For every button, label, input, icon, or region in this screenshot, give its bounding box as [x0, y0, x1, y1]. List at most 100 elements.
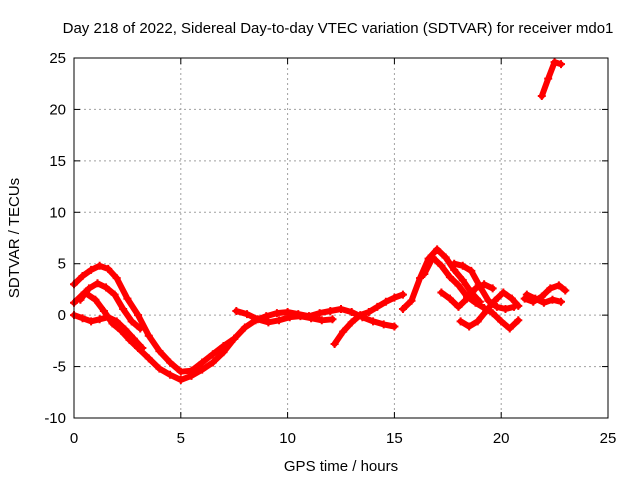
data-point [428, 253, 437, 262]
data-point [87, 265, 96, 274]
data-point [243, 310, 252, 319]
chart-title: Day 218 of 2022, Sidereal Day-to-day VTE… [63, 20, 614, 37]
data-point [317, 316, 326, 325]
data-point [356, 311, 365, 320]
data-point [127, 317, 136, 326]
series-track-n [538, 59, 564, 100]
data-point [95, 261, 104, 270]
data-point [110, 290, 119, 299]
y-tick-label: 10 [49, 204, 66, 221]
data-point [112, 317, 121, 326]
data-point [458, 276, 467, 285]
data-point [87, 317, 96, 326]
data-point [272, 309, 281, 318]
data-point [381, 297, 390, 306]
series-track-e [233, 308, 336, 326]
y-tick-label: -5 [53, 359, 66, 376]
y-tick-label: 0 [58, 307, 66, 324]
data-point [507, 294, 516, 303]
data-point [505, 324, 514, 333]
grid-lines [74, 58, 608, 418]
data-point [91, 295, 100, 304]
data-point [557, 297, 566, 306]
data-point [554, 281, 563, 290]
data-point [482, 307, 491, 316]
data-point [264, 318, 273, 327]
data-point [544, 74, 553, 83]
data-point [347, 308, 356, 317]
data-point [420, 270, 429, 278]
data-point [407, 296, 416, 305]
data-point [240, 323, 249, 332]
y-tick-label: 15 [49, 153, 66, 170]
x-tick-label: 10 [279, 430, 296, 447]
x-axis-label: GPS time / hours [284, 458, 398, 475]
series-track-h [421, 254, 522, 332]
data-point [208, 358, 217, 367]
data-point [275, 316, 284, 325]
data-point [390, 322, 399, 331]
data-point [561, 286, 570, 295]
data-point [398, 290, 407, 299]
data-point [537, 92, 546, 101]
data-point [219, 342, 228, 350]
data-point [95, 315, 104, 324]
data-point [315, 309, 324, 318]
data-point [76, 295, 85, 304]
data-point [230, 334, 239, 343]
data-point [93, 279, 102, 288]
data-point [492, 302, 501, 311]
data-point [454, 281, 463, 290]
data-series [70, 58, 570, 384]
data-point [501, 304, 510, 313]
data-point [339, 327, 348, 336]
data-point [456, 317, 465, 326]
data-point [539, 298, 548, 307]
data-point [84, 284, 93, 293]
data-point [445, 273, 454, 282]
data-point [548, 295, 557, 304]
data-point [328, 315, 337, 324]
series-track-g [399, 246, 483, 312]
data-point [78, 314, 87, 323]
data-point [138, 344, 147, 353]
data-point [104, 264, 113, 273]
data-point [369, 317, 378, 326]
data-point [187, 366, 196, 375]
y-tick-label: 5 [58, 256, 66, 273]
data-point [347, 318, 356, 327]
data-point [102, 283, 111, 292]
data-point [465, 322, 474, 331]
data-point [441, 253, 450, 262]
data-point [326, 307, 335, 316]
data-point [364, 308, 373, 317]
data-point [232, 307, 241, 316]
data-point [546, 284, 555, 293]
data-point [471, 298, 480, 307]
data-point [155, 347, 164, 356]
x-tick-label: 20 [493, 430, 510, 447]
data-point [121, 325, 130, 334]
data-point [176, 367, 185, 376]
data-point [529, 297, 538, 306]
data-point [166, 370, 175, 379]
plot-frame [73, 57, 609, 419]
data-point [296, 312, 305, 321]
data-point [514, 316, 523, 325]
data-point [134, 311, 143, 320]
data-point [166, 358, 175, 367]
y-tick-label: 25 [49, 50, 66, 67]
data-point [458, 261, 467, 270]
x-tick-label: 25 [600, 430, 617, 447]
data-point [104, 313, 113, 322]
data-point [136, 324, 145, 333]
data-point [176, 375, 185, 384]
data-point [473, 317, 482, 326]
data-point [253, 315, 262, 324]
data-point [129, 334, 138, 343]
data-point [155, 364, 164, 373]
x-tick-label: 15 [386, 430, 403, 447]
data-point [557, 60, 566, 69]
data-point [433, 245, 442, 254]
